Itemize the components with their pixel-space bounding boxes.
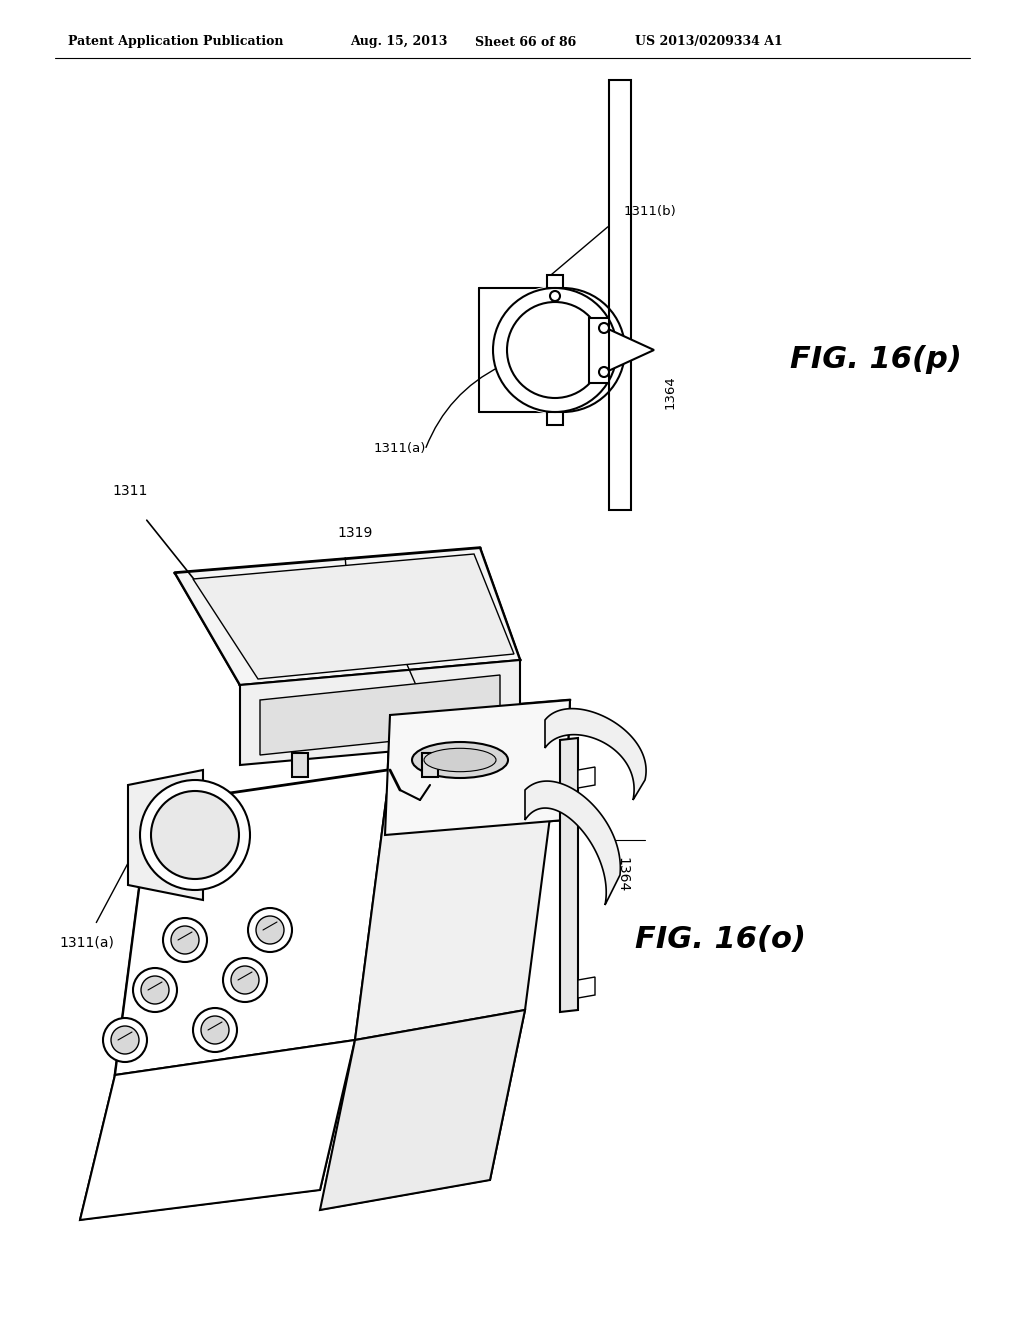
- Text: 1311: 1311: [113, 484, 147, 498]
- Circle shape: [490, 286, 618, 414]
- Ellipse shape: [424, 748, 496, 772]
- Ellipse shape: [412, 742, 508, 777]
- Circle shape: [201, 1016, 229, 1044]
- Polygon shape: [193, 554, 514, 678]
- Circle shape: [111, 1026, 139, 1053]
- Text: 1362: 1362: [382, 634, 418, 648]
- Circle shape: [599, 323, 609, 333]
- Circle shape: [103, 1018, 147, 1063]
- Text: 1364: 1364: [664, 375, 677, 409]
- Text: FIG. 16(o): FIG. 16(o): [635, 925, 806, 954]
- Polygon shape: [260, 675, 500, 755]
- Text: FIG. 16(p): FIG. 16(p): [790, 346, 962, 375]
- Polygon shape: [545, 709, 646, 800]
- Circle shape: [140, 780, 250, 890]
- Polygon shape: [589, 318, 609, 383]
- Polygon shape: [560, 738, 578, 1012]
- Circle shape: [193, 1008, 237, 1052]
- Polygon shape: [355, 741, 560, 1040]
- Polygon shape: [385, 700, 570, 836]
- Circle shape: [231, 966, 259, 994]
- Polygon shape: [422, 752, 438, 777]
- Polygon shape: [547, 275, 563, 288]
- Text: Sheet 66 of 86: Sheet 66 of 86: [475, 36, 577, 49]
- Polygon shape: [128, 770, 203, 900]
- Circle shape: [141, 975, 169, 1005]
- Polygon shape: [115, 770, 390, 1074]
- Circle shape: [507, 302, 603, 399]
- Text: 1311(a): 1311(a): [59, 935, 115, 949]
- Circle shape: [256, 916, 284, 944]
- Text: 1311(a): 1311(a): [374, 442, 426, 455]
- Polygon shape: [525, 781, 621, 906]
- Polygon shape: [606, 327, 654, 372]
- Polygon shape: [80, 1040, 355, 1220]
- Text: Aug. 15, 2013: Aug. 15, 2013: [350, 36, 447, 49]
- Circle shape: [493, 288, 617, 412]
- Circle shape: [248, 908, 292, 952]
- Text: 1311(b): 1311(b): [624, 206, 677, 219]
- Circle shape: [171, 927, 199, 954]
- Polygon shape: [609, 81, 631, 510]
- Text: Patent Application Publication: Patent Application Publication: [68, 36, 284, 49]
- Polygon shape: [319, 1010, 525, 1210]
- Polygon shape: [175, 548, 520, 685]
- Text: 1319: 1319: [337, 525, 373, 540]
- Circle shape: [599, 367, 609, 378]
- Circle shape: [550, 290, 560, 301]
- Polygon shape: [578, 767, 595, 788]
- Polygon shape: [578, 977, 595, 998]
- Circle shape: [151, 791, 239, 879]
- Polygon shape: [292, 752, 308, 777]
- Text: US 2013/0209334 A1: US 2013/0209334 A1: [635, 36, 782, 49]
- Polygon shape: [240, 660, 520, 766]
- Circle shape: [133, 968, 177, 1012]
- Circle shape: [163, 917, 207, 962]
- Circle shape: [223, 958, 267, 1002]
- Text: 1364: 1364: [615, 858, 629, 892]
- Polygon shape: [547, 412, 563, 425]
